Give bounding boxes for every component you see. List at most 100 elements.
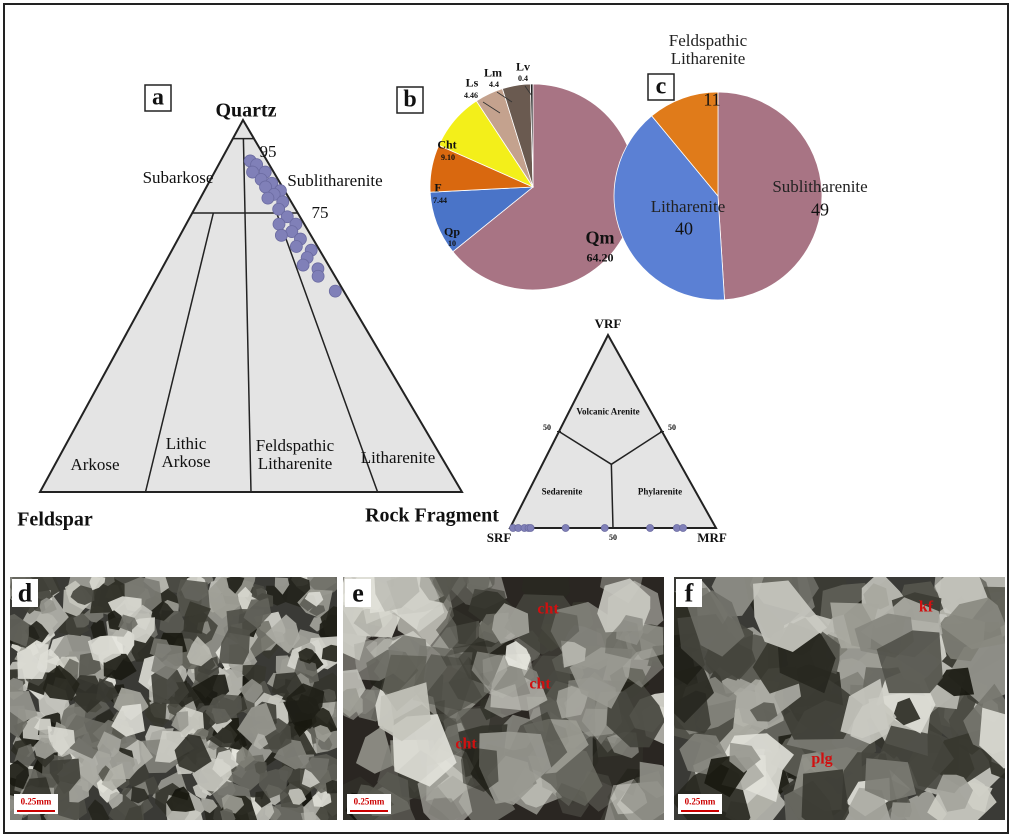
value-label: 10 (448, 238, 456, 248)
data-point (646, 524, 654, 532)
grain (458, 777, 516, 820)
grain (863, 583, 890, 610)
grain (864, 758, 917, 802)
micrograph (674, 577, 1005, 820)
grain (237, 586, 259, 612)
tick-label: 75 (311, 203, 329, 223)
grain (218, 626, 251, 665)
grain (220, 808, 236, 820)
grain (253, 733, 269, 750)
slice-label: Litharenite (650, 197, 726, 217)
grain (39, 597, 57, 614)
grain (89, 577, 106, 591)
data-point (246, 165, 259, 179)
grain (298, 647, 319, 664)
scale-label: 0.25mm (20, 796, 52, 807)
slice-label: Ls (465, 75, 479, 90)
grain (251, 583, 269, 601)
slice-label: F (434, 180, 442, 195)
divider (610, 464, 614, 529)
data-point (272, 217, 286, 231)
grain (212, 749, 239, 778)
grain (936, 667, 975, 697)
grain (124, 805, 143, 820)
grain (151, 643, 183, 680)
panel-label-box (676, 579, 702, 607)
grain (606, 680, 664, 748)
grain (208, 727, 235, 748)
panel-label-box (396, 86, 424, 114)
grain (103, 653, 137, 681)
field-label: Sublitharenite (287, 171, 383, 191)
tick-label: 50 (543, 422, 551, 432)
grain (555, 783, 589, 818)
tick-label: 50 (668, 422, 676, 432)
divider (242, 138, 246, 214)
grain (412, 654, 483, 724)
grain (174, 734, 212, 773)
grain (428, 798, 463, 820)
grain (16, 643, 49, 679)
value-label: 49 (811, 199, 829, 220)
grain (97, 731, 122, 758)
grain (471, 651, 508, 693)
field-label: Litharenite (360, 448, 436, 468)
grain (24, 620, 49, 643)
grain (560, 640, 586, 668)
value-label: 40 (675, 218, 693, 239)
data-point (261, 191, 275, 205)
grain (374, 577, 420, 612)
grain (876, 630, 943, 694)
grain (461, 746, 499, 792)
panel-label: f (684, 578, 694, 608)
grain (239, 678, 263, 704)
annotation: cht (455, 735, 477, 753)
annotation: cht (537, 600, 559, 618)
grain (505, 641, 531, 671)
grain (749, 702, 778, 722)
frame (3, 3, 1009, 834)
panel-label-box (647, 73, 675, 101)
grain (95, 678, 119, 704)
grain (243, 598, 272, 629)
scale-label: 0.25mm (353, 796, 385, 807)
divider (610, 430, 663, 465)
slice-label: Qm (585, 227, 615, 248)
grain (73, 613, 91, 628)
slice-label: Qp (443, 224, 461, 239)
grain (242, 664, 267, 685)
grain (278, 765, 294, 783)
grain (940, 597, 1005, 650)
grain (936, 774, 973, 812)
grain (236, 746, 255, 769)
scale-box (347, 794, 391, 814)
grain (47, 725, 75, 756)
grain (10, 760, 29, 790)
value-label: 9.10 (441, 152, 455, 162)
grain (87, 799, 110, 820)
grain (491, 603, 530, 644)
grain (484, 684, 522, 718)
apex-label: MRF (697, 530, 727, 546)
value-label: 64.20 (586, 250, 614, 265)
grain (304, 591, 324, 607)
data-point (526, 524, 535, 532)
value-label: 4.4 (489, 79, 499, 89)
grain (487, 755, 534, 806)
grain (237, 702, 277, 745)
panel-label: a (152, 84, 164, 111)
grain (840, 678, 889, 739)
divider (244, 212, 252, 493)
grain (314, 725, 332, 743)
grain (171, 711, 189, 732)
panel-label: b (403, 86, 417, 113)
data-point (289, 240, 303, 253)
divider (558, 430, 612, 465)
panel-label-box (345, 579, 371, 607)
divider (275, 212, 379, 493)
field-label: Feldspathic Litharenite (255, 436, 335, 473)
grain (729, 742, 761, 773)
annotation: kf (918, 598, 934, 616)
grain (42, 665, 80, 701)
